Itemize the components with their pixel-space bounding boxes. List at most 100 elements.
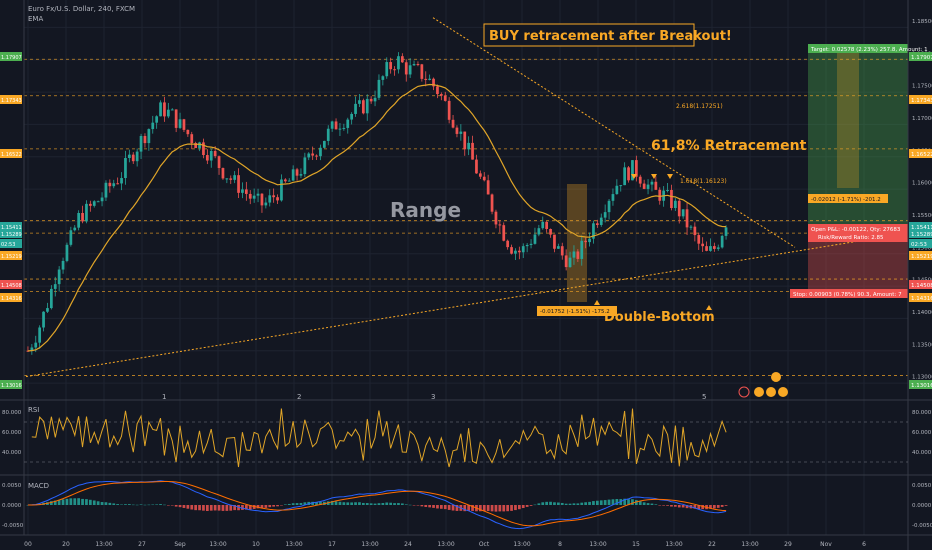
macd-histogram-bar [365, 503, 369, 505]
macd-histogram-bar [53, 500, 57, 505]
macd-histogram-bar [174, 505, 178, 507]
candle-body [147, 129, 151, 144]
title-annotation: BUY retracement after Breakout! [489, 29, 732, 44]
candle-body [459, 131, 463, 134]
price-tick: 1.13500 [912, 342, 932, 348]
candle-body [92, 201, 96, 206]
macd-histogram-bar [276, 505, 279, 507]
candle-body [623, 167, 627, 186]
macd-histogram-bar [373, 503, 377, 505]
candle-body [182, 119, 186, 130]
macd-histogram-bar [658, 505, 662, 506]
time-tick: 27 [138, 541, 146, 548]
macd-histogram-bar [88, 499, 92, 505]
price-badge-left [0, 95, 22, 104]
macd-histogram-bar [166, 505, 170, 506]
price-badge-text-left: 1.13016 [1, 383, 22, 389]
price-badge-text: 1.16522 [911, 152, 932, 158]
candle-body [202, 142, 205, 156]
event-icons[interactable] [738, 372, 788, 398]
macd-histogram-bar [291, 503, 295, 505]
candle-body [139, 136, 143, 152]
macd-histogram-bar [49, 501, 53, 505]
time-tick: Nov [820, 541, 832, 548]
candle-body [404, 62, 408, 75]
macd-histogram-bar [330, 501, 334, 505]
candle-body [252, 195, 256, 199]
macd-histogram-bar [346, 502, 350, 505]
candle-body [463, 131, 467, 150]
candle-body [494, 211, 498, 225]
candle-body [46, 308, 49, 312]
macd-histogram-bar [287, 503, 291, 505]
candle-body [361, 100, 365, 114]
macd-histogram-bar [248, 505, 252, 510]
time-tick: 13:00 [741, 541, 758, 548]
macd-histogram-bar [670, 505, 673, 507]
price-tick: 1.15000 [912, 245, 932, 251]
price-axis[interactable]: 1.185001.180001.175001.170001.165001.160… [0, 19, 932, 389]
macd-histogram-bar [213, 505, 217, 511]
macd-histogram-bar [108, 502, 112, 505]
macd-histogram-bar [73, 498, 77, 505]
candle-body [85, 203, 88, 222]
rsi-tick: 60.000 [912, 430, 932, 436]
macd-histogram-bar [412, 505, 416, 506]
price-badge [909, 251, 932, 260]
macd-histogram-bar [163, 504, 166, 506]
price-badge-text: 1.17343 [911, 98, 932, 104]
macd-histogram-bar [432, 505, 435, 508]
candle-body [264, 202, 268, 206]
top-markers [594, 174, 712, 310]
candle-body [194, 143, 198, 149]
macd-histogram-bar [225, 505, 229, 511]
macd-pane [26, 480, 728, 530]
candle-body [283, 179, 287, 182]
candle-body [568, 257, 572, 268]
candle-body [521, 246, 525, 253]
fib-2618-label: 2.618(1.17251) [676, 103, 723, 110]
stop-zone [808, 232, 908, 298]
time-tick: 15 [632, 541, 640, 548]
macd-histogram-bar [588, 501, 591, 505]
candle-body [96, 201, 100, 203]
time-tick: 6 [862, 541, 866, 548]
macd-histogram-bar [244, 505, 248, 510]
macd-histogram-bar [190, 505, 194, 510]
candle-body [607, 200, 611, 213]
macd-histogram-bar [350, 502, 354, 505]
macd-histogram-bar [209, 505, 213, 511]
macd-histogram-bar [599, 500, 603, 505]
candle-body [705, 246, 708, 251]
candle-body [486, 180, 490, 195]
candle-body [447, 100, 451, 120]
macd-histogram-bar [217, 505, 221, 511]
price-badge-text-left: 1.17907 [1, 55, 22, 61]
macd-histogram-bar [517, 505, 521, 510]
candle-body [34, 342, 38, 348]
candle-body [30, 347, 34, 351]
wave-label-2: 2 [297, 393, 301, 401]
macd-histogram-bar [77, 498, 81, 505]
macd-histogram-bar [159, 504, 162, 505]
retracement-label: 61,8% Retracement [651, 138, 807, 154]
price-badge-text-left: 1.15219 [1, 254, 22, 260]
price-badge [909, 222, 932, 231]
macd-histogram-bar [443, 505, 447, 510]
macd-histogram-bar [595, 500, 599, 505]
candle-body [416, 64, 420, 66]
price-badge [909, 52, 932, 61]
candle-body [642, 183, 646, 189]
macd-histogram-bar [584, 502, 588, 505]
macd-tick: 0.0000 [2, 503, 22, 509]
macd-histogram-bar [560, 502, 564, 505]
macd-histogram-bar [455, 505, 459, 511]
time-tick: 13:00 [361, 541, 378, 548]
time-axis[interactable]: 00 20 13:00 27 Sep 13:00 10 13:00 17 13:00 24 13:00… [24, 541, 866, 548]
candle-body [584, 240, 588, 243]
macd-histogram-bar [716, 505, 720, 508]
macd-histogram-bar [241, 505, 244, 510]
macd-histogram-bar [61, 499, 65, 505]
